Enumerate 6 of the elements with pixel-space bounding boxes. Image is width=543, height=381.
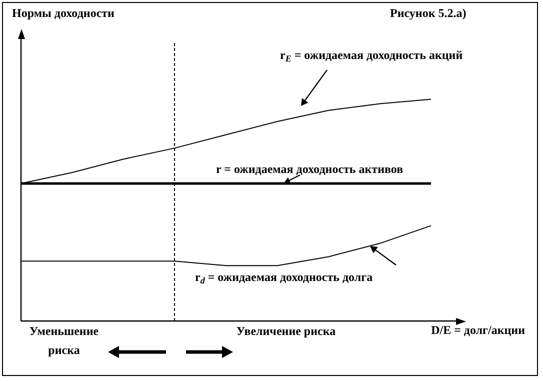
series-label: r = ожидаемая доходность активов [216, 162, 404, 176]
chart-title: Рисунок 5.2.а) [390, 6, 466, 21]
text: Нормы доходности [12, 6, 114, 20]
text: Увеличение риска [236, 323, 336, 340]
text: Уменьшение риска [28, 323, 100, 359]
x-axis-title: D/E = долг/акции [431, 323, 525, 338]
